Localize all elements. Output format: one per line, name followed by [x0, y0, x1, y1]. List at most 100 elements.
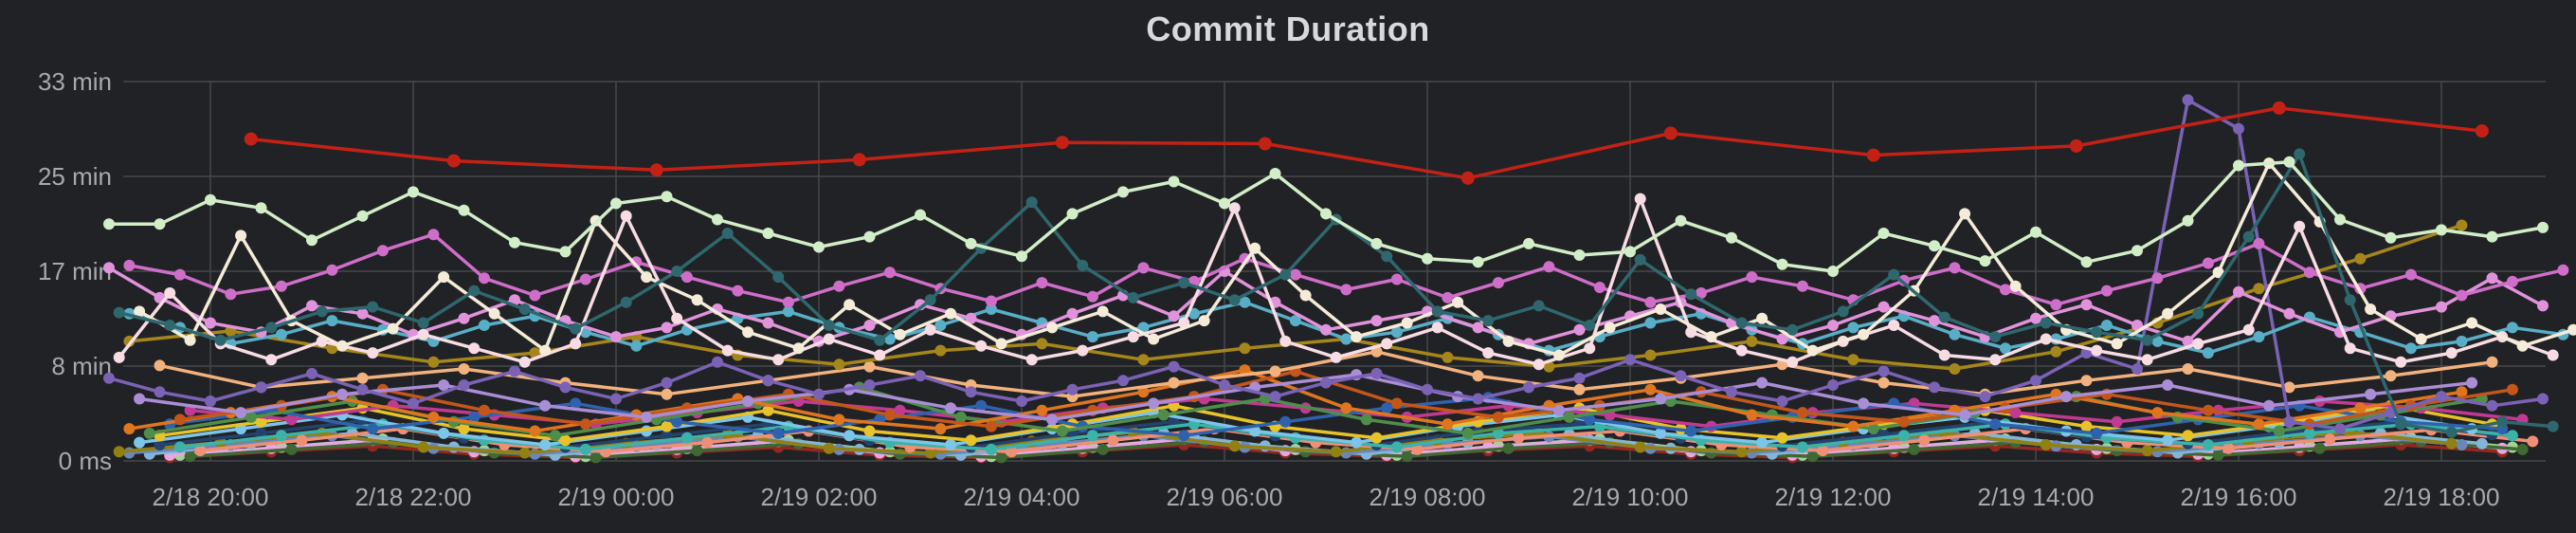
data-point	[1117, 375, 1129, 387]
data-point	[1036, 277, 1048, 289]
data-point	[164, 320, 176, 331]
data-point	[915, 370, 926, 382]
data-point	[2253, 418, 2265, 431]
data-point	[1787, 356, 1799, 368]
data-point	[2222, 442, 2235, 454]
data-point	[2233, 159, 2244, 172]
data-point	[1046, 414, 1059, 426]
data-point	[844, 430, 856, 442]
data-point	[1351, 436, 1363, 449]
data-point	[1563, 411, 1575, 423]
data-point	[985, 295, 997, 307]
data-point	[1959, 409, 1971, 421]
data-point	[1634, 193, 1646, 205]
data-point	[559, 246, 571, 258]
data-point	[1655, 427, 1667, 439]
data-point	[1330, 351, 1342, 363]
plot-area[interactable]	[123, 82, 2546, 461]
data-point	[2456, 386, 2468, 398]
data-point	[1897, 274, 1910, 286]
data-point	[427, 356, 440, 368]
data-point	[1107, 434, 1119, 447]
data-point	[995, 451, 1007, 464]
data-point	[1776, 258, 1788, 270]
series-orchid	[123, 229, 2569, 311]
data-point	[2182, 94, 2194, 106]
data-point	[965, 312, 977, 324]
data-point	[518, 356, 531, 368]
data-point	[2091, 344, 2103, 357]
data-point	[1584, 414, 1596, 426]
data-point	[1279, 268, 1292, 281]
data-point	[742, 326, 754, 339]
data-point	[1330, 446, 1342, 458]
data-point	[438, 427, 450, 439]
data-point	[924, 294, 936, 306]
data-point	[255, 381, 267, 394]
data-point	[975, 340, 988, 352]
data-point	[1411, 443, 1424, 455]
data-point	[1533, 300, 1545, 312]
data-point	[2486, 272, 2498, 285]
data-point	[1796, 280, 1808, 292]
data-point	[2475, 124, 2489, 138]
data-point	[2009, 407, 2022, 419]
data-point	[813, 241, 825, 253]
data-point	[2486, 230, 2498, 243]
data-point	[1513, 432, 1525, 444]
data-point	[275, 280, 287, 292]
data-point	[2557, 264, 2569, 276]
data-point	[164, 287, 176, 299]
data-point	[1097, 443, 1109, 455]
data-point	[1370, 367, 1383, 379]
data-point	[2151, 407, 2164, 419]
data-point	[1452, 296, 1464, 308]
data-point	[2030, 312, 2041, 324]
y-tick-label: 8 min	[51, 352, 112, 380]
series-red	[244, 101, 2489, 185]
data-point	[1482, 347, 1495, 359]
data-point	[2242, 230, 2255, 243]
data-point	[2365, 303, 2377, 315]
panel-title[interactable]: Commit Duration	[1146, 9, 1430, 48]
data-point	[458, 379, 470, 391]
data-point	[1685, 288, 1697, 301]
data-point	[1949, 262, 1961, 274]
data-point	[2354, 252, 2367, 265]
data-point	[1634, 253, 1646, 266]
data-point	[123, 259, 136, 271]
data-point	[1897, 430, 1910, 442]
data-point	[244, 132, 258, 146]
data-point	[509, 236, 520, 248]
data-point	[2445, 426, 2458, 438]
data-point	[1735, 344, 1748, 357]
data-point	[954, 411, 967, 423]
data-point	[1523, 381, 1534, 394]
data-point	[1442, 351, 1454, 363]
data-point	[458, 423, 470, 435]
data-point	[1127, 291, 1139, 303]
data-point	[173, 414, 186, 426]
series-line	[159, 404, 2493, 442]
data-point	[1644, 349, 1657, 361]
data-point	[2141, 334, 2153, 346]
data-point	[985, 443, 997, 455]
data-point	[610, 331, 622, 343]
data-point	[387, 322, 399, 335]
data-point	[924, 447, 936, 459]
data-point	[1858, 397, 1870, 410]
data-point	[285, 414, 298, 426]
data-point	[194, 445, 207, 457]
data-point	[782, 305, 794, 318]
series-line	[138, 373, 2473, 422]
data-point	[641, 411, 653, 423]
x-tick-label: 2/19 14:00	[1978, 483, 2095, 511]
data-point	[205, 317, 216, 329]
data-point	[1239, 296, 1251, 308]
data-point	[113, 351, 125, 363]
data-point	[813, 388, 825, 400]
data-point	[2100, 285, 2113, 297]
data-point	[579, 273, 591, 285]
x-tick-label: 2/19 12:00	[1775, 483, 1892, 511]
